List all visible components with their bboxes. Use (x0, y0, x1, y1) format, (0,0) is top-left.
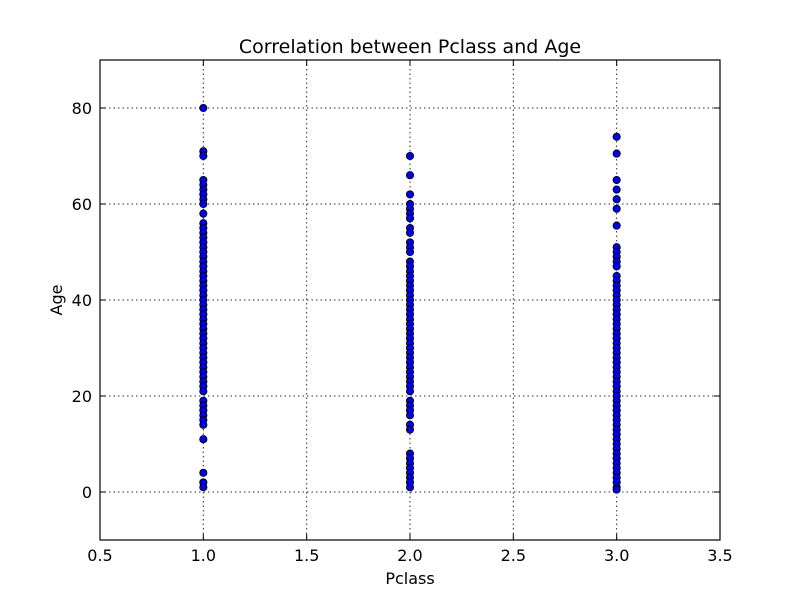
x-axis-label: Pclass (385, 569, 434, 588)
data-point (405, 190, 415, 199)
x-tick-label: 0.5 (87, 546, 112, 565)
data-points (199, 103, 621, 494)
data-point (199, 209, 208, 218)
x-tick-label: 1.0 (191, 546, 216, 565)
data-point (199, 199, 208, 209)
y-tick-label: 0 (82, 483, 92, 502)
data-point (199, 483, 208, 492)
data-point (405, 151, 415, 161)
data-point (612, 204, 621, 213)
x-tick-label: 2.5 (501, 546, 526, 565)
data-point (405, 228, 415, 237)
data-point (405, 387, 415, 396)
data-point (199, 420, 208, 429)
y-axis-label: Age (47, 285, 66, 316)
data-point (612, 175, 621, 185)
y-tick-label: 20 (72, 387, 92, 406)
data-point (199, 103, 208, 113)
x-tick-label: 3.5 (707, 546, 732, 565)
data-point (405, 425, 415, 434)
data-point (405, 411, 415, 420)
x-tick-label: 1.5 (294, 546, 319, 565)
chart-title: Correlation between Pclass and Age (239, 36, 581, 58)
x-tick-label: 2.0 (397, 546, 422, 565)
data-point (405, 214, 415, 223)
y-tick-label: 40 (72, 291, 92, 310)
data-point (612, 221, 621, 230)
ticks: 0.5 1.0 1.5 2.0 2.5 3.0 3.5 0 20 40 60 80 (72, 60, 733, 565)
data-point (405, 483, 415, 492)
data-point (612, 262, 621, 271)
data-point (612, 185, 621, 194)
data-point (612, 485, 621, 494)
data-point (199, 435, 208, 444)
data-point (612, 132, 621, 141)
y-tick-label: 80 (72, 99, 92, 118)
data-point (199, 468, 208, 477)
data-point (612, 195, 621, 204)
x-tick-label: 3.0 (604, 546, 629, 565)
data-point (405, 247, 415, 257)
data-point (405, 171, 415, 180)
data-point (612, 149, 621, 158)
data-point (199, 387, 208, 396)
y-tick-label: 60 (72, 195, 92, 214)
data-point (199, 151, 208, 161)
